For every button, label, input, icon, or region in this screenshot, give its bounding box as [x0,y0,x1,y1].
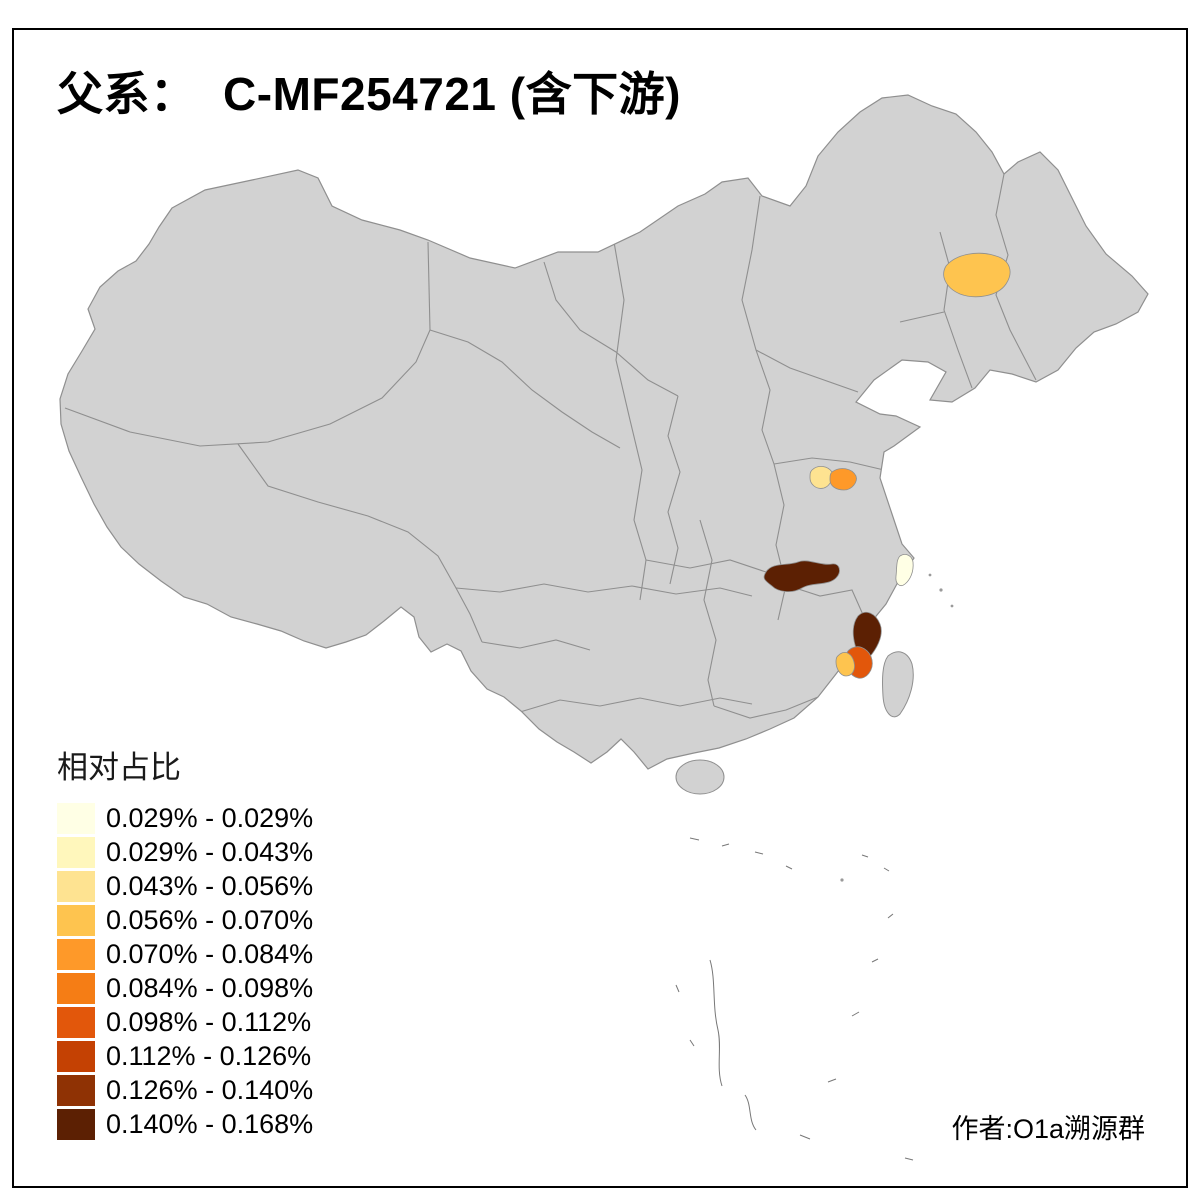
taiwan-island [882,651,914,718]
region-north-jiangsu-west [809,466,833,489]
china-mainland [59,94,1149,770]
legend-row: 0.098% - 0.112% [57,1007,313,1038]
legend-label: 0.029% - 0.029% [106,803,314,833]
legend-label: 0.070% - 0.084% [106,939,314,969]
legend-swatch [57,837,95,868]
island-marks [675,573,954,1161]
legend: 相对占比 0.029% - 0.029% 0.029% - 0.043% 0.0… [57,742,313,1143]
legend-row: 0.112% - 0.126% [57,1041,313,1072]
legend-title: 相对占比 [57,750,181,785]
legend-row: 0.070% - 0.084% [57,939,313,970]
region-northeast-jilin [943,252,1011,298]
legend-swatch [57,1109,95,1140]
legend-label: 0.112% - 0.126% [106,1041,312,1071]
region-shanghai-pale [895,554,914,586]
legend-swatch [57,871,95,902]
legend-label: 0.084% - 0.098% [106,973,314,1003]
legend-swatch [57,973,95,1004]
legend-row: 0.029% - 0.043% [57,837,313,868]
region-north-jiangsu-east [829,468,857,491]
page-title: 父系： C-MF254721 (含下游) [57,68,681,120]
legend-label: 0.098% - 0.112% [106,1007,312,1037]
legend-row: 0.126% - 0.140% [57,1075,313,1106]
legend-label: 0.140% - 0.168% [106,1109,314,1139]
legend-label: 0.043% - 0.056% [106,871,314,901]
legend-row: 0.140% - 0.168% [57,1109,313,1140]
region-central-south-dark [763,560,840,592]
legend-swatch [57,803,95,834]
legend-row: 0.084% - 0.098% [57,973,313,1004]
legend-row: 0.043% - 0.056% [57,871,313,902]
legend-swatch [57,1007,95,1038]
region-fujian-light [835,652,855,677]
highlighted-regions [763,252,1011,679]
legend-swatch [57,939,95,970]
attribution: 作者:O1a溯源群 [951,1114,1145,1144]
province-borders [64,173,1037,719]
legend-label: 0.056% - 0.070% [106,905,314,935]
legend-swatch [57,1075,95,1106]
hainan-island [675,759,725,795]
legend-swatch [57,1041,95,1072]
legend-label: 0.126% - 0.140% [106,1075,314,1105]
legend-row: 0.056% - 0.070% [57,905,313,936]
legend-swatch [57,905,95,936]
legend-row: 0.029% - 0.029% [57,803,313,834]
legend-label: 0.029% - 0.043% [106,837,314,867]
